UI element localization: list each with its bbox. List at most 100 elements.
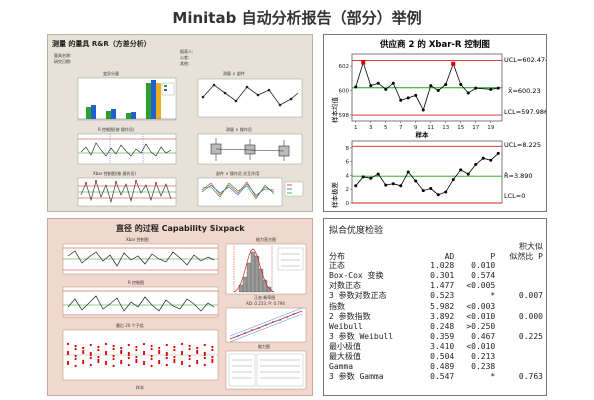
xbar-r-chart-panel: 供应商 2 的 Xbar-R 控制图 样本均值 样本极差 602 600 598 1 3… <box>323 34 547 212</box>
fit-dist-name: 最大极值 <box>329 352 361 362</box>
last20-dot <box>188 364 191 368</box>
xbar-mean-point <box>414 93 418 97</box>
xbar-mean-ytick-label: 602 <box>339 64 350 70</box>
xbar-range-point <box>451 178 455 182</box>
fit-dist-name: 3 参数对数正态 <box>329 291 387 301</box>
fit-dist-name: 指数 <box>329 301 345 311</box>
last20-dot <box>158 349 161 353</box>
fit-p-value: 0.213 <box>471 352 496 362</box>
xbar-mean-ytick-label: 600 <box>339 89 350 95</box>
last20-dot <box>135 358 138 362</box>
xbar-mean-point-out-of-control <box>361 60 366 65</box>
last20-dot <box>150 344 153 348</box>
last20-dot <box>165 363 168 367</box>
fit-header-p: P <box>490 251 496 261</box>
last20-dot <box>82 346 85 350</box>
fit-p-value: 0.238 <box>471 362 496 372</box>
xbar-mean-point <box>399 98 403 102</box>
fit-table-row: 指数 5.982 <0.003 <box>329 302 543 312</box>
fit-p-value: 0.574 <box>471 271 496 281</box>
last20-dot <box>196 359 199 363</box>
xbar-r-chart-title: 供应商 2 的 Xbar-R 控制图 <box>379 39 490 50</box>
fit-header-lrt-top: 积大似 <box>519 241 543 251</box>
last20-dot <box>196 349 199 353</box>
last20-dot <box>120 349 123 353</box>
last20-dot <box>104 350 108 354</box>
fit-table-row: 最大极值 0.504 0.213 <box>329 352 543 362</box>
fit-table-row: 最小极值 3.410 <0.010 <box>329 342 543 352</box>
last20-dot <box>135 345 138 349</box>
xbar-mean-point <box>376 81 380 85</box>
fit-ad-value: 0.301 <box>430 271 455 281</box>
xbar-mean-point <box>421 108 425 112</box>
last20-dot <box>120 361 123 365</box>
last20-dot <box>66 342 70 346</box>
fit-dist-name: Box-Cox 变换 <box>329 271 384 281</box>
fit-lrt-value <box>495 362 543 372</box>
fit-dist-name: 正态 <box>329 261 345 271</box>
xbar-mean-xtick-label: 17 <box>472 125 479 131</box>
fit-p-value: >0.250 <box>466 321 496 331</box>
fit-p-value: <0.005 <box>466 281 496 291</box>
last20-dot <box>173 358 176 362</box>
xbar-range-point <box>384 183 388 187</box>
xbar-mean-xtick-label: 11 <box>427 125 434 131</box>
fit-table-row: 对数正态 1.477 <0.005 <box>329 281 543 291</box>
xbar-range-point <box>496 151 500 155</box>
fit-dist-name: 最小极值 <box>329 341 361 351</box>
last20-dot <box>150 357 153 361</box>
xbar-range-ylabel: 样本极差 <box>330 182 339 209</box>
last20-dot <box>120 359 123 363</box>
capability-sixpack-panel: 直径 的过程 Capability Sixpack Xbar 控制图 能力直方图… <box>47 218 313 396</box>
fit-table-row: 3 参数 Weibull 0.359 0.467 0.225 <box>329 332 543 342</box>
fit-lrt-value <box>495 322 543 332</box>
fit-lrt-value <box>495 281 543 291</box>
last20-dot <box>127 356 130 360</box>
sixpack-xlabel: 样本 <box>136 384 144 390</box>
xbar-range-ytick-label: 4 <box>346 173 350 179</box>
fit-ad-value: 5.982 <box>430 301 455 311</box>
sixpack-plot-title-capability: 能力图 <box>258 343 270 349</box>
components-bars <box>86 80 161 119</box>
fit-dist-name: 3 参数 Weibull <box>329 331 394 341</box>
last20-dot <box>82 361 85 365</box>
xbar-mean-ytick-label: 598 <box>339 113 350 119</box>
last20-dot <box>158 351 161 355</box>
last20-dot <box>150 364 153 368</box>
last20-dot <box>127 343 130 347</box>
fit-lrt-value <box>495 352 543 362</box>
gage-plot-title-components: 变异分量 <box>103 70 119 76</box>
last20-dot <box>104 360 108 364</box>
xbar-range-point <box>399 184 403 188</box>
fit-header-row-top: 积大似 <box>329 241 543 251</box>
gage-plot-title-interaction: 部件 × 操作员 交互作用 <box>216 170 259 176</box>
sixpack-ad-stat: AD: 0.233, P: 0.794 <box>246 301 285 306</box>
fit-header-blank <box>420 241 454 251</box>
fit-p-value: <0.010 <box>466 311 496 321</box>
xbar-range-point <box>481 156 485 160</box>
sixpack-title: 直径 的过程 Capability Sixpack <box>116 224 245 233</box>
last20-dot <box>188 357 191 361</box>
xbar-range-series-line <box>355 153 499 196</box>
last20-dot <box>89 343 92 347</box>
xbar-mean-point <box>436 89 440 93</box>
last20-dot <box>150 354 153 358</box>
last20-dot <box>97 355 100 359</box>
xbar-range-ytick-label: 6 <box>346 160 350 166</box>
fit-header-ad: AD <box>444 251 455 261</box>
last20-dot <box>74 344 77 348</box>
last20-dot <box>112 347 115 351</box>
fit-ad-value: 1.477 <box>430 281 455 291</box>
last20-dot <box>66 350 70 354</box>
fit-ad-value: 0.523 <box>430 291 455 301</box>
fit-header-row: 分布 AD P 似然比 P <box>329 251 543 261</box>
last20-dot <box>165 343 168 347</box>
fit-dist-name: 2 参数指数 <box>329 311 371 321</box>
last20-dot <box>74 347 77 351</box>
xbar-range-subchart: 8 6 4 2 0 <box>346 140 503 207</box>
last20-dot <box>135 360 138 364</box>
last20-dot <box>173 360 176 364</box>
last20-dot <box>211 345 214 349</box>
last20-dot <box>196 351 199 355</box>
